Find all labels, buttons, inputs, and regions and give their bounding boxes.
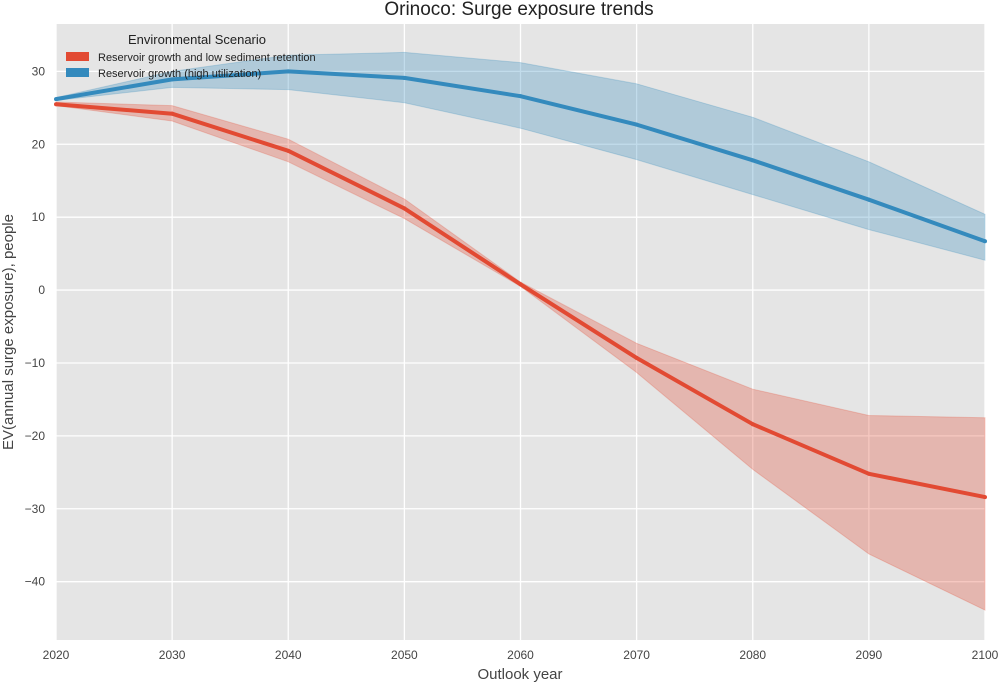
legend-swatch-low-sediment	[66, 52, 89, 61]
y-tick-label--10: −10	[25, 356, 46, 370]
grid	[55, 24, 986, 640]
chart-title: Orinoco: Surge exposure trends	[384, 0, 653, 20]
point-series-0-2050	[402, 206, 407, 211]
legend-item-low-sediment: Reservoir growth and low sediment retent…	[66, 52, 316, 64]
legend: Environmental Scenario Reservoir growth …	[66, 32, 316, 80]
point-series-0-2070	[634, 355, 639, 360]
point-series-0-2100	[983, 495, 987, 500]
band-series-1	[55, 51, 986, 261]
legend-label-high-utilization: Reservoir growth (high utilization)	[98, 68, 261, 80]
x-tick-label-2100: 2100	[972, 648, 999, 662]
y-axis: −40 −30 −20 −10 0 10 20 30	[25, 64, 46, 588]
point-series-1-2090	[866, 197, 871, 202]
point-series-1-2080	[750, 158, 755, 163]
point-series-1-2100	[983, 239, 987, 244]
series-lines	[54, 69, 987, 500]
x-tick-label-2070: 2070	[623, 648, 650, 662]
x-tick-label-2080: 2080	[739, 648, 766, 662]
y-axis-label: EV(annual surge exposure), people	[0, 214, 17, 450]
point-series-1-2070	[634, 122, 639, 127]
y-tick-label-10: 10	[32, 210, 46, 224]
y-tick-label-0: 0	[38, 283, 45, 297]
x-tick-label-2050: 2050	[391, 648, 418, 662]
point-series-0-2090	[866, 471, 871, 476]
y-tick-label-30: 30	[32, 64, 46, 78]
legend-swatch-high-utilization	[66, 68, 89, 77]
legend-title: Environmental Scenario	[128, 32, 266, 47]
y-tick-label--30: −30	[25, 502, 46, 516]
x-axis-label: Outlook year	[477, 666, 562, 683]
point-series-0-2040	[286, 148, 291, 153]
band-series-0	[55, 101, 986, 611]
legend-label-low-sediment: Reservoir growth and low sediment retent…	[98, 52, 316, 64]
y-tick-label--40: −40	[25, 575, 46, 589]
x-tick-label-2040: 2040	[275, 648, 302, 662]
x-tick-label-2090: 2090	[856, 648, 883, 662]
point-series-0-2060	[518, 282, 523, 287]
point-series-0-2030	[170, 111, 175, 116]
y-tick-label-20: 20	[32, 137, 46, 151]
point-series-0-2020	[54, 102, 58, 107]
legend-item-high-utilization: Reservoir growth (high utilization)	[66, 68, 261, 80]
point-series-1-2060	[518, 94, 523, 99]
y-tick-label--20: −20	[25, 429, 46, 443]
x-tick-label-2060: 2060	[507, 648, 534, 662]
x-axis: 2020 2030 2040 2050 2060 2070 2080 2090 2100	[43, 648, 999, 662]
point-series-1-2030	[170, 77, 175, 82]
x-tick-label-2030: 2030	[159, 648, 186, 662]
point-series-1-2040	[286, 69, 291, 74]
confidence-bands	[55, 51, 986, 611]
x-tick-label-2020: 2020	[43, 648, 70, 662]
point-series-1-2050	[402, 75, 407, 80]
point-series-0-2080	[750, 422, 755, 427]
point-series-1-2020	[54, 97, 58, 102]
